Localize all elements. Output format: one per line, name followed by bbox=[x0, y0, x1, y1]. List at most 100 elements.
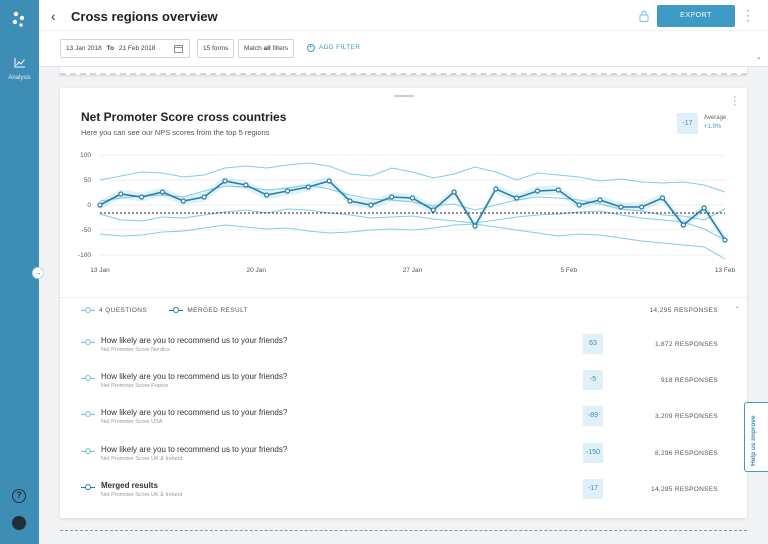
export-button[interactable]: EXPORT bbox=[657, 5, 735, 27]
legend-questions-label: 4 QUESTIONS bbox=[99, 307, 148, 314]
divider bbox=[60, 297, 747, 298]
legend-questions[interactable]: 4 QUESTIONS bbox=[81, 307, 149, 314]
x-tick-label: 27 Jan bbox=[403, 267, 423, 274]
merged-data-point bbox=[409, 195, 416, 201]
filter-bar: 13 Jan 2018 To 21 Feb 2018 15 forms Matc… bbox=[39, 30, 768, 66]
merged-data-point bbox=[618, 204, 624, 210]
next-card-edge bbox=[60, 530, 747, 531]
match-prefix: Match bbox=[244, 45, 262, 52]
merged-data-point bbox=[368, 202, 374, 208]
merged-data-point bbox=[659, 195, 666, 201]
merged-data-point bbox=[534, 188, 541, 194]
y-tick-label: 0 bbox=[87, 202, 91, 209]
merged-data-point bbox=[326, 178, 332, 184]
total-responses: 14,295 RESPONSES bbox=[649, 307, 718, 314]
card-more-options-icon[interactable]: · · · bbox=[733, 91, 737, 111]
question-series-line bbox=[99, 223, 726, 260]
add-filter-button[interactable]: + ADD FILTER bbox=[307, 44, 360, 52]
question-row[interactable]: How likely are you to recommend us to yo… bbox=[81, 334, 727, 360]
forms-filter-button[interactable]: 15 forms bbox=[197, 39, 235, 58]
legend-merged[interactable]: MERGED RESULT bbox=[169, 307, 248, 314]
merged-data-point bbox=[389, 194, 395, 200]
question-subtitle: Net Promoter Score USA bbox=[101, 419, 163, 425]
nps-line-chart: 100 50 0 -50 -100 13 Jan 20 Jan 27 Jan 5 Feb 13 F… bbox=[78, 152, 736, 274]
chevron-down-icon[interactable]: ⌄ bbox=[756, 54, 762, 61]
match-suffix: filters bbox=[272, 45, 289, 52]
merged-data-point bbox=[118, 191, 124, 197]
x-tick-label: 13 Jan bbox=[90, 267, 110, 274]
merged-data-point bbox=[576, 202, 582, 208]
line-marker-icon bbox=[81, 411, 95, 417]
average-score-badge: -17 bbox=[677, 113, 698, 134]
merged-data-point bbox=[722, 237, 728, 243]
question-row[interactable]: How likely are you to recommend us to yo… bbox=[81, 443, 727, 469]
x-tick-label: 5 Feb bbox=[560, 267, 577, 274]
merged-data-point bbox=[597, 197, 603, 203]
card-subtitle: Here you can see our NPS scores from the… bbox=[81, 128, 270, 137]
help-tab-label: Help us improve bbox=[750, 415, 757, 466]
score-badge: -89 bbox=[583, 406, 603, 426]
page-title: Cross regions overview bbox=[71, 9, 218, 24]
merged-data-point bbox=[639, 204, 645, 210]
question-row[interactable]: How likely are you to recommend us to yo… bbox=[81, 406, 727, 432]
sidebar-toggle-arrow-icon[interactable]: → bbox=[32, 267, 44, 279]
date-to: 21 Feb 2018 bbox=[118, 45, 156, 52]
merged-data-point bbox=[180, 198, 186, 204]
merged-data-point bbox=[451, 189, 457, 195]
merged-confidence-band bbox=[100, 176, 725, 245]
question-text: How likely are you to recommend us to yo… bbox=[101, 408, 288, 417]
merged-data-point bbox=[347, 198, 353, 204]
header: ‹ Cross regions overview EXPORT · · · 13 J… bbox=[39, 0, 768, 67]
merged-data-point bbox=[139, 194, 145, 200]
back-chevron-icon[interactable]: ‹ bbox=[51, 8, 56, 24]
legend: 4 QUESTIONS MERGED RESULT 14,295 RESPONS… bbox=[81, 306, 739, 321]
line-marker-icon bbox=[81, 307, 95, 314]
merged-data-point bbox=[555, 187, 561, 193]
app-logo-icon[interactable] bbox=[10, 10, 28, 28]
response-count: 918 RESPONSES bbox=[660, 377, 718, 384]
nps-card: · · · Net Promoter Score cross countries H… bbox=[60, 88, 747, 518]
response-count: 8,296 RESPONSES bbox=[654, 450, 718, 457]
merged-data-point bbox=[472, 223, 478, 229]
question-text: How likely are you to recommend us to yo… bbox=[101, 336, 288, 345]
drag-handle-icon[interactable] bbox=[394, 95, 414, 97]
question-row[interactable]: How likely are you to recommend us to yo… bbox=[81, 370, 727, 396]
add-filter-label: ADD FILTER bbox=[319, 44, 361, 51]
merged-data-point bbox=[284, 188, 291, 194]
response-count: 1,872 RESPONSES bbox=[654, 341, 718, 348]
question-subtitle: Net Promoter Score UK & Ireland bbox=[101, 456, 183, 462]
question-subtitle: Net Promoter Score UK & Ireland bbox=[101, 492, 183, 498]
merged-data-point bbox=[430, 207, 436, 213]
y-tick-label: -50 bbox=[82, 227, 92, 234]
question-series-line bbox=[99, 162, 726, 193]
avatar[interactable] bbox=[12, 516, 26, 530]
sidebar-item-analysis[interactable]: Analysis bbox=[0, 55, 39, 81]
lock-icon[interactable] bbox=[639, 10, 649, 22]
merged-data-point bbox=[305, 184, 311, 190]
line-marker-icon bbox=[81, 339, 95, 345]
line-marker-icon bbox=[169, 307, 184, 314]
calendar-icon[interactable] bbox=[170, 39, 190, 58]
plus-icon: + bbox=[307, 44, 315, 52]
merged-data-point bbox=[493, 186, 499, 192]
merged-data-point bbox=[264, 192, 270, 198]
help-icon[interactable]: ? bbox=[12, 489, 26, 503]
line-marker-icon bbox=[81, 484, 95, 490]
question-series-line bbox=[99, 208, 726, 241]
merged-data-point bbox=[514, 195, 520, 201]
question-text: How likely are you to recommend us to yo… bbox=[101, 372, 288, 381]
line-marker-icon bbox=[81, 448, 95, 454]
question-row[interactable]: Merged results Net Promoter Score UK & Ir… bbox=[81, 479, 727, 505]
score-badge: 63 bbox=[583, 334, 603, 354]
y-tick-label: 50 bbox=[84, 177, 92, 184]
y-tick-label: 100 bbox=[80, 152, 91, 159]
more-options-icon[interactable]: · · · bbox=[746, 3, 750, 27]
match-filter-button[interactable]: Match all filters bbox=[238, 39, 295, 58]
merged-data-point bbox=[97, 202, 103, 208]
help-us-improve-tab[interactable]: Help us improve bbox=[744, 402, 768, 472]
x-tick-label: 13 Feb bbox=[715, 267, 736, 274]
date-from: 13 Jan 2018 bbox=[66, 45, 102, 52]
score-badge: -5 bbox=[583, 370, 603, 390]
average-label: Average bbox=[704, 115, 727, 121]
chevron-up-icon[interactable]: ˆ bbox=[735, 306, 739, 315]
